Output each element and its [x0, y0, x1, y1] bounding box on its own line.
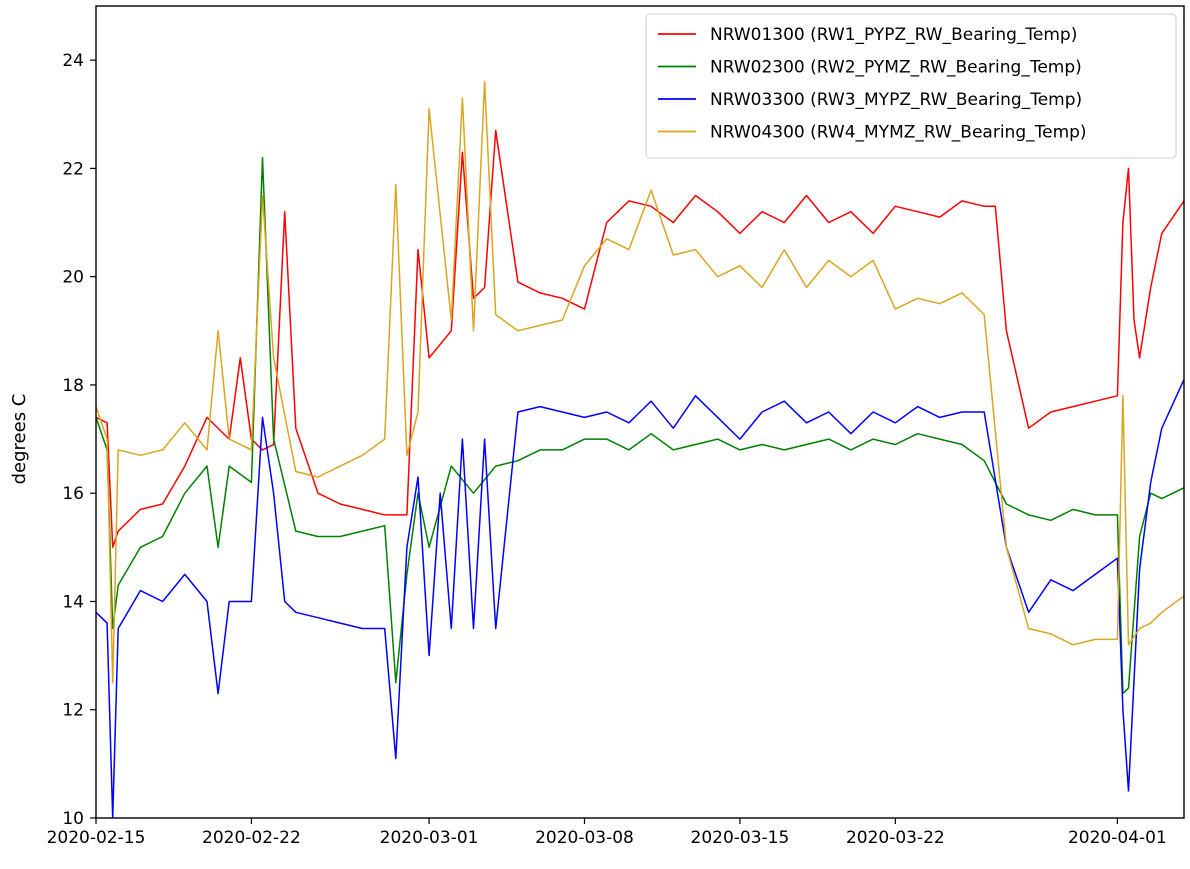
plot-frame: [95, 5, 1185, 819]
legend-label: NRW03300 (RW3_MYPZ_RW_Bearing_Temp): [710, 90, 1082, 110]
y-tick-label: 22: [62, 159, 84, 179]
y-axis-label: degrees C: [9, 394, 30, 485]
x-tick-label: 2020-02-22: [202, 828, 301, 848]
y-tick-label: 12: [62, 701, 84, 721]
y-tick-label: 20: [62, 268, 84, 288]
legend-label: NRW01300 (RW1_PYPZ_RW_Bearing_Temp): [710, 25, 1077, 45]
series-line-1: [96, 129, 1184, 549]
y-tick-label: 10: [62, 809, 84, 829]
x-tick-label: 2020-03-08: [535, 828, 634, 848]
legend: NRW01300 (RW1_PYPZ_RW_Bearing_Temp) NRW02…: [645, 13, 1177, 159]
y-tick-label: 24: [62, 51, 84, 71]
legend-label: NRW02300 (RW2_PYMZ_RW_Bearing_Temp): [710, 58, 1082, 78]
series-line-3: [96, 379, 1184, 818]
legend-box: [645, 13, 1177, 159]
x-tick-label: 2020-02-15: [47, 828, 146, 848]
y-tick-label: 18: [62, 376, 84, 396]
y-tick-label: 16: [62, 484, 84, 504]
x-tick-label: 2020-04-01: [1068, 828, 1167, 848]
x-tick-label: 2020-03-15: [691, 828, 790, 848]
x-tick-label: 2020-03-01: [380, 828, 479, 848]
legend-label: NRW04300 (RW4_MYMZ_RW_Bearing_Temp): [710, 123, 1087, 143]
axes: 10 12 14 16 18 20 22 24 2020-02-15 2020-02-22 2020…: [47, 5, 1185, 848]
y-tick-label: 14: [62, 592, 84, 612]
plot-area: [96, 81, 1184, 818]
series-line-2: [96, 156, 1184, 695]
x-tick-label: 2020-03-22: [846, 828, 945, 848]
series-line-4: [96, 81, 1184, 684]
